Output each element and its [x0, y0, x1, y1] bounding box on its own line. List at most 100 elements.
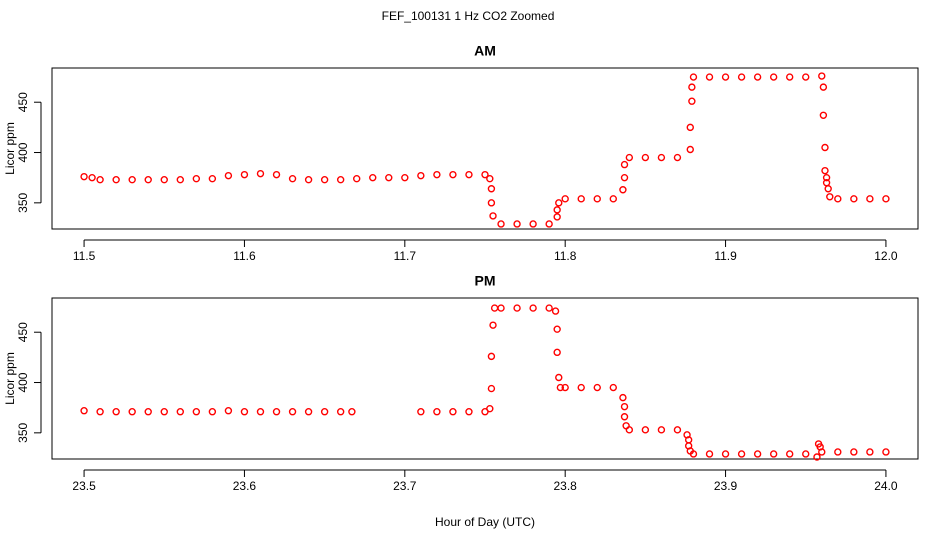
x-tick-label: 23.7	[393, 479, 417, 493]
data-point	[753, 450, 762, 458]
data-point	[288, 408, 297, 416]
data-point	[304, 408, 313, 416]
data-point	[620, 413, 629, 421]
data-point	[866, 448, 874, 456]
x-tick-label: 11.6	[233, 249, 256, 263]
data-point	[513, 304, 521, 312]
data-point	[80, 407, 88, 415]
data-point	[160, 175, 168, 184]
y-axis-label: Licor ppm	[3, 352, 17, 405]
data-point	[348, 408, 356, 416]
data-point	[96, 408, 104, 416]
x-tick-label: 23.6	[233, 479, 257, 493]
data-point	[385, 173, 393, 182]
data-point	[272, 408, 281, 416]
data-point	[850, 195, 858, 203]
data-point	[553, 206, 561, 214]
data-point	[208, 408, 217, 416]
data-point	[657, 426, 666, 434]
data-point	[449, 170, 457, 179]
data-point	[561, 383, 569, 392]
plot-frame	[51, 67, 919, 230]
data-point	[449, 408, 457, 416]
data-point	[625, 426, 634, 434]
data-point	[224, 407, 233, 415]
data-point	[256, 169, 265, 178]
data-point	[705, 73, 714, 81]
data-point	[686, 145, 694, 154]
x-axis-label: Hour of Day (UTC)	[435, 515, 535, 529]
data-point	[688, 97, 696, 105]
x-tick-label: 11.5	[73, 249, 96, 263]
data-point	[80, 172, 88, 181]
data-point	[176, 175, 184, 184]
data-point	[882, 195, 890, 203]
data-point	[593, 383, 601, 392]
data-point	[256, 408, 265, 416]
data-point	[176, 408, 184, 416]
x-tick-label: 23.5	[72, 479, 96, 493]
data-point	[417, 171, 425, 180]
data-point	[336, 408, 345, 416]
data-point	[555, 199, 563, 207]
data-point	[489, 321, 497, 329]
data-point	[737, 73, 746, 81]
data-point	[593, 195, 601, 203]
data-point	[487, 352, 496, 361]
data-point	[487, 199, 496, 207]
data-point	[625, 153, 634, 162]
x-tick-label: 12.0	[874, 249, 898, 263]
data-point	[481, 170, 489, 179]
data-point	[620, 173, 629, 182]
data-point	[88, 173, 96, 182]
data-point	[556, 383, 565, 392]
data-point	[802, 450, 810, 458]
data-point	[834, 448, 842, 456]
data-point	[465, 408, 473, 416]
data-point	[609, 195, 617, 203]
data-point	[144, 408, 152, 416]
data-point	[320, 175, 329, 184]
data-point	[802, 73, 810, 81]
data-point	[144, 175, 152, 184]
data-point	[737, 450, 746, 458]
data-point	[577, 383, 585, 392]
panel-title: AM	[474, 43, 496, 59]
data-point	[619, 186, 627, 194]
data-point	[486, 404, 494, 413]
data-point	[609, 383, 617, 392]
data-point	[753, 73, 762, 81]
data-point	[128, 408, 136, 416]
data-point	[620, 160, 629, 169]
data-point	[673, 426, 682, 434]
data-point	[689, 450, 698, 458]
data-point	[489, 212, 497, 220]
data-point	[497, 304, 505, 312]
data-point	[272, 170, 281, 179]
data-point	[486, 174, 494, 183]
data-point	[208, 174, 217, 183]
data-point	[819, 83, 828, 91]
data-point	[555, 373, 563, 382]
data-point	[487, 384, 496, 393]
data-point	[553, 325, 561, 333]
data-point	[673, 153, 682, 162]
data-point	[417, 408, 425, 416]
y-tick-label: 450	[16, 92, 30, 112]
data-point	[641, 153, 650, 162]
y-tick-label: 350	[16, 193, 30, 213]
data-point	[686, 123, 694, 132]
y-tick-label: 400	[16, 142, 30, 162]
y-tick-label: 400	[16, 372, 30, 392]
data-point	[641, 426, 650, 434]
data-point	[240, 170, 249, 179]
data-point	[192, 408, 201, 416]
x-tick-label: 11.7	[394, 249, 417, 263]
data-point	[769, 73, 778, 81]
data-point	[465, 170, 473, 179]
data-point	[529, 304, 537, 312]
data-point	[657, 153, 666, 162]
data-point	[553, 348, 561, 357]
data-point	[513, 220, 521, 228]
